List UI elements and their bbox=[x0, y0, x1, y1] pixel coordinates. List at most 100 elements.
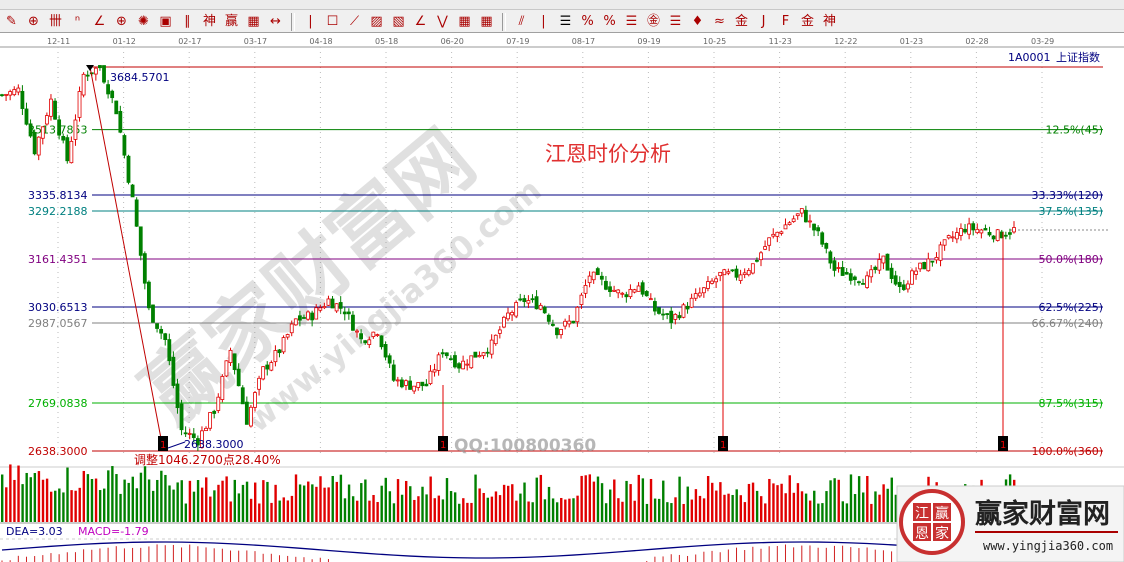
candle bbox=[481, 352, 486, 357]
parallel-icon[interactable]: ∥ bbox=[184, 14, 191, 29]
circle-measure-icon[interactable]: ⊕ bbox=[28, 14, 39, 29]
volume-bar bbox=[115, 474, 118, 522]
candle bbox=[648, 298, 653, 301]
gold-lines-icon[interactable]: ☰ bbox=[625, 14, 638, 29]
candle bbox=[971, 223, 976, 231]
gann-fan-icon[interactable]: ⟋ bbox=[349, 14, 360, 29]
candle bbox=[628, 288, 633, 298]
volume-bar bbox=[49, 491, 53, 522]
candle bbox=[359, 333, 363, 340]
volume-bar bbox=[298, 484, 302, 522]
candle bbox=[771, 233, 776, 237]
time-marker-label: 1 bbox=[160, 440, 166, 451]
volume-bar bbox=[245, 481, 249, 522]
fan-icon[interactable]: ☐ bbox=[326, 14, 339, 29]
volume-bar bbox=[735, 489, 738, 522]
trend-angle-icon[interactable]: ∠ bbox=[93, 14, 106, 29]
gold-fan-icon[interactable]: J bbox=[761, 14, 766, 29]
volume-bar bbox=[90, 479, 94, 522]
candle bbox=[420, 381, 425, 387]
toolbar-row-top bbox=[0, 0, 1124, 10]
candle bbox=[28, 123, 33, 137]
spiral-icon[interactable]: ✺ bbox=[138, 14, 149, 29]
win-fan-icon[interactable]: 金 bbox=[800, 14, 814, 29]
drawing-tools: ✎ ⊕ 卌 ⁿ ∠ ⊕ ✺ ▣ ∥ 神赢 ▦ ↔ | ☐ ⟋ ▨ ▧ ∠ ⋁ ▦ ▦ ⫽ | ☰%% ☰ ㊎ ☰ ♦ ≈ 金 J F 金神 bbox=[0, 10, 1124, 31]
candle bbox=[351, 314, 355, 331]
candle bbox=[257, 377, 261, 390]
index-name: 上证指数 bbox=[1056, 50, 1100, 64]
volume-bar bbox=[486, 497, 489, 522]
seal-char: 江 bbox=[915, 506, 929, 522]
candle bbox=[155, 323, 159, 329]
god-fan-icon[interactable]: F bbox=[781, 14, 790, 29]
wave-icon[interactable]: ∠ bbox=[414, 14, 427, 29]
percent-icon[interactable]: | bbox=[541, 14, 546, 29]
candle bbox=[281, 337, 286, 353]
volume-bar bbox=[151, 490, 155, 522]
width-icon[interactable]: ↔ bbox=[270, 14, 281, 29]
volume-bar bbox=[657, 498, 661, 522]
candle bbox=[440, 352, 445, 355]
candle bbox=[922, 262, 927, 270]
volume-bar bbox=[78, 487, 81, 522]
gold-circle-icon[interactable]: % bbox=[603, 14, 616, 29]
pen-icon[interactable]: ✎ bbox=[6, 14, 17, 29]
box-icon[interactable]: | bbox=[308, 14, 313, 29]
volume-bar bbox=[723, 494, 726, 522]
volume-bar bbox=[853, 494, 857, 522]
grid2-icon[interactable]: ⋁ bbox=[437, 14, 448, 29]
ruler-icon[interactable]: ▦ bbox=[247, 14, 260, 29]
j-lines-icon[interactable]: ≈ bbox=[714, 14, 725, 29]
win-icon[interactable]: 赢 bbox=[224, 14, 238, 29]
marker-icon[interactable]: ㊎ bbox=[646, 14, 660, 29]
candle bbox=[73, 119, 78, 140]
candle bbox=[869, 269, 874, 278]
volume-bar bbox=[302, 485, 306, 522]
candle bbox=[546, 314, 551, 322]
target-icon[interactable]: ⊕ bbox=[116, 14, 127, 29]
list-icon[interactable]: ⫽ bbox=[518, 14, 525, 29]
candle bbox=[65, 137, 70, 162]
candle bbox=[795, 213, 800, 217]
candle bbox=[493, 334, 498, 345]
percent-level-label: 100.0%(360) bbox=[1031, 445, 1103, 458]
candle bbox=[342, 311, 347, 315]
volume-bar bbox=[649, 478, 653, 522]
gold-icon[interactable]: ♦ bbox=[691, 14, 704, 29]
volume-bar bbox=[66, 467, 69, 522]
volume-bar bbox=[254, 482, 257, 522]
candle bbox=[232, 353, 237, 370]
candle bbox=[477, 355, 482, 358]
volume-bar bbox=[98, 490, 102, 522]
god-icon[interactable]: 神 bbox=[202, 14, 216, 29]
volume-bar bbox=[143, 466, 147, 522]
square-icon[interactable]: ▣ bbox=[159, 14, 172, 29]
four-fan-icon[interactable]: 神 bbox=[822, 14, 836, 29]
candle bbox=[897, 281, 902, 287]
volume-bar bbox=[388, 491, 392, 522]
volume-bar bbox=[764, 503, 767, 522]
percent-level-label: 50.0%(180) bbox=[1038, 253, 1103, 266]
candle bbox=[20, 90, 25, 109]
volume-bar bbox=[755, 490, 759, 522]
sine-icon[interactable]: ☰ bbox=[669, 14, 682, 29]
volume-bar bbox=[229, 501, 232, 522]
volume-bar bbox=[62, 492, 65, 522]
percent-level-label: 87.5%(315) bbox=[1038, 397, 1103, 410]
price-level-label: 3161.4351 bbox=[28, 253, 88, 266]
fraction-icon[interactable]: ⁿ bbox=[74, 14, 81, 29]
f-lines-icon[interactable]: 金 bbox=[734, 14, 748, 29]
candle bbox=[277, 349, 282, 354]
grid3-icon[interactable]: ▦ bbox=[458, 14, 471, 29]
percent-sign-icon[interactable]: ☰ bbox=[559, 14, 572, 29]
lines-icon[interactable]: ▦ bbox=[480, 14, 493, 29]
grid-icon[interactable]: 卌 bbox=[48, 14, 62, 29]
toolbar: ✎ ⊕ 卌 ⁿ ∠ ⊕ ✺ ▣ ∥ 神赢 ▦ ↔ | ☐ ⟋ ▨ ▧ ∠ ⋁ ▦ ▦ ⫽ | ☰%% ☰ ㊎ ☰ ♦ ≈ 金 J F 金神 bbox=[0, 0, 1124, 33]
candle bbox=[330, 298, 335, 309]
volume-bar bbox=[188, 480, 192, 522]
percent-lines-icon[interactable]: % bbox=[581, 14, 594, 29]
candle bbox=[669, 310, 674, 323]
candle bbox=[824, 243, 829, 249]
gann-box-icon[interactable]: ▨ bbox=[370, 14, 383, 29]
angle-icon[interactable]: ▧ bbox=[392, 14, 405, 29]
